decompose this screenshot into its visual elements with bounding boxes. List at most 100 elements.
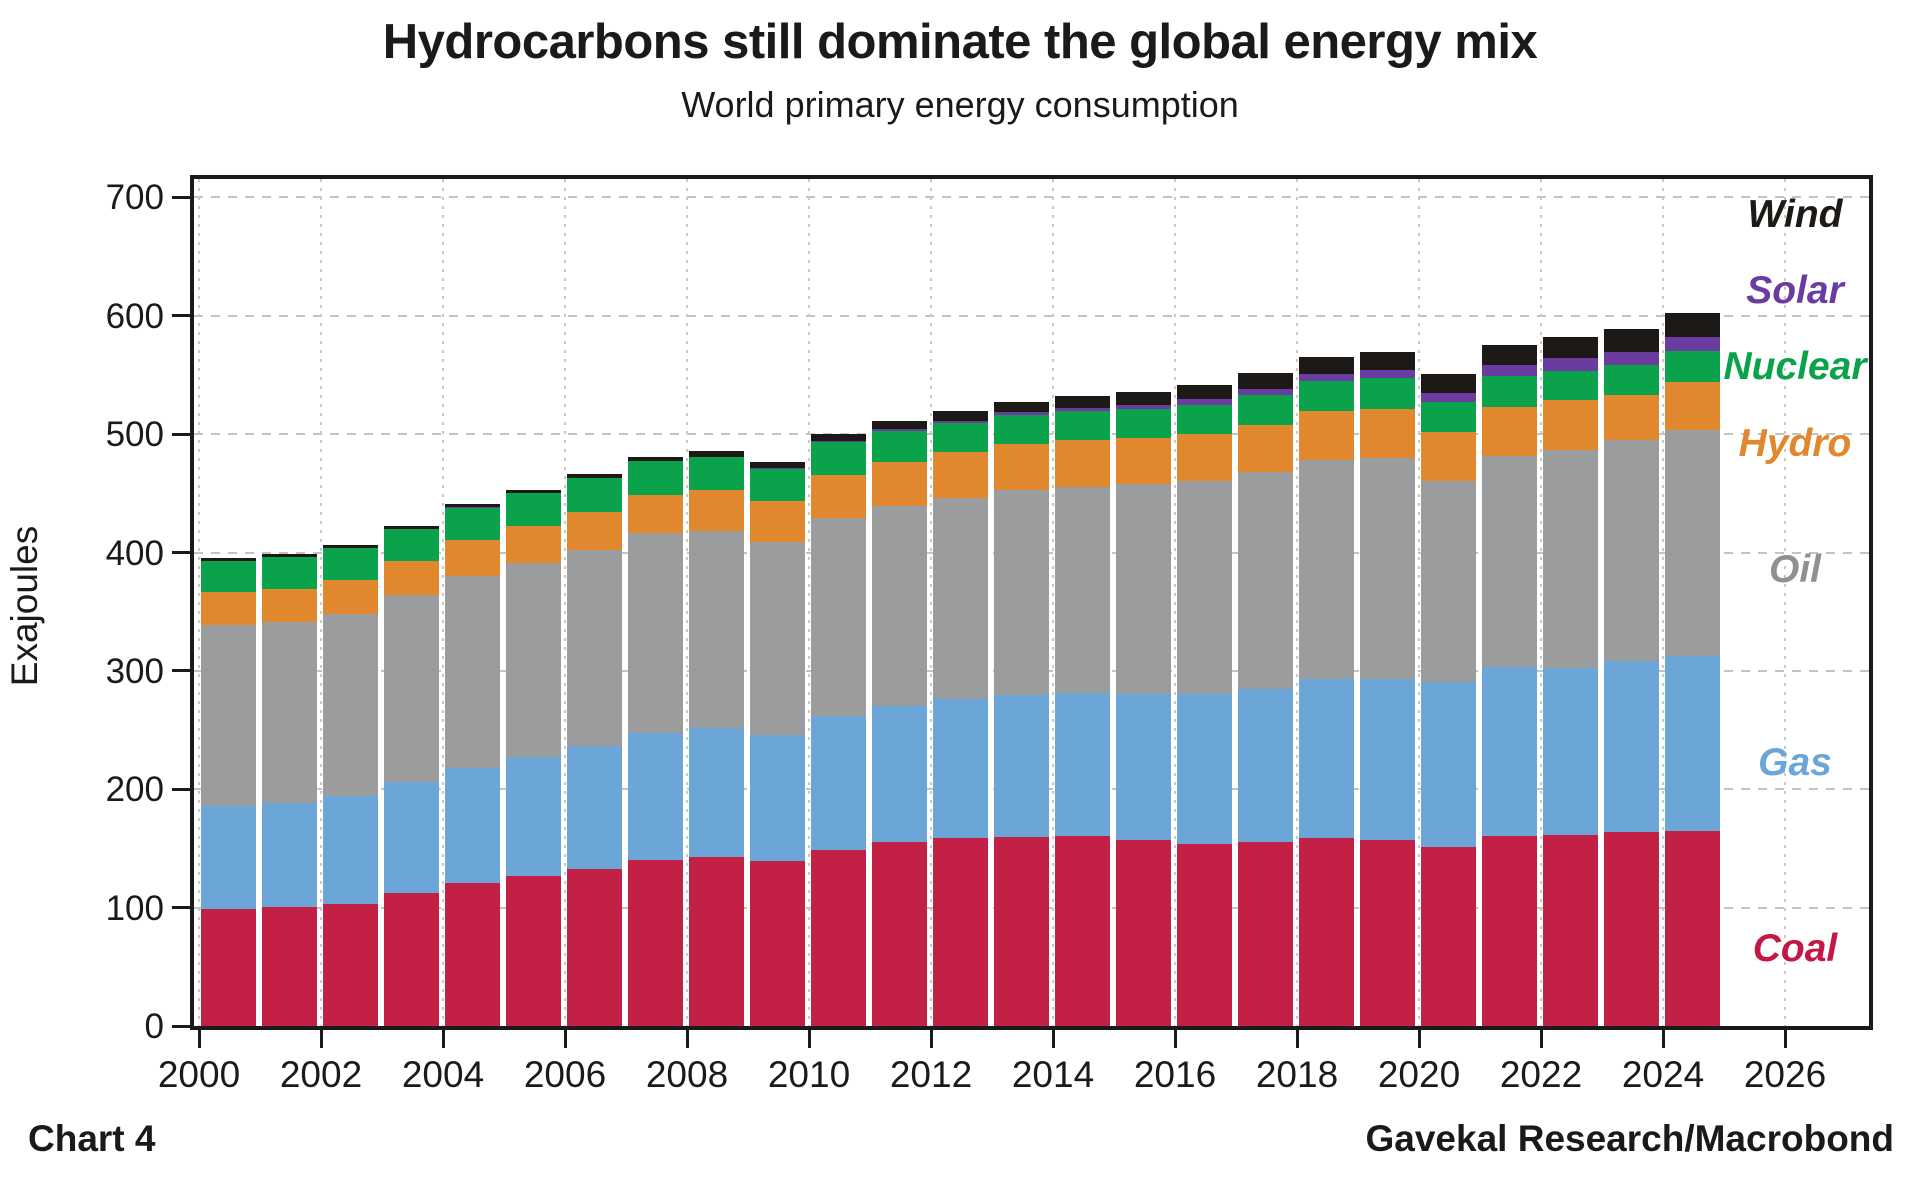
bar-2016-segment-gas	[1177, 693, 1232, 844]
x-tick-2012	[929, 1030, 933, 1048]
y-tick-500	[172, 432, 190, 436]
bar-2015-segment-coal	[1116, 840, 1171, 1026]
bar-2002-segment-oil	[323, 613, 378, 797]
legend-label-wind: Wind	[1747, 193, 1843, 236]
bar-2003-segment-gas	[384, 781, 439, 893]
bar-2024	[1665, 312, 1720, 1026]
bar-2007	[628, 456, 683, 1026]
bar-2019	[1360, 351, 1415, 1026]
bar-2011	[872, 420, 927, 1026]
bar-2011-segment-coal	[872, 841, 927, 1026]
bar-2011-segment-wind	[872, 420, 927, 430]
bar-2015-segment-gas	[1116, 694, 1171, 841]
bar-2006-segment-nuclear	[567, 477, 622, 512]
bar-2004-segment-oil	[445, 576, 500, 768]
gridline-x-2008	[686, 179, 688, 1026]
gridline-x-2020	[1418, 179, 1420, 1026]
bar-2021-segment-nuclear	[1482, 376, 1537, 407]
bar-2023-segment-wind	[1604, 329, 1659, 352]
x-tick-2000	[197, 1030, 201, 1048]
x-tick-label-2008: 2008	[645, 1054, 729, 1095]
bar-2017-segment-coal	[1238, 841, 1293, 1026]
gridline-x-2016	[1174, 179, 1176, 1026]
bar-2002-segment-nuclear	[323, 547, 378, 580]
bar-2023-segment-oil	[1604, 440, 1659, 662]
bar-2019-segment-coal	[1360, 839, 1415, 1026]
bar-2015	[1116, 391, 1171, 1026]
bar-2006-segment-oil	[567, 549, 622, 747]
y-axis-title: Exajoules	[4, 525, 45, 687]
bar-2015-segment-solar	[1116, 404, 1171, 410]
y-tick-100	[172, 906, 190, 910]
bar-2018-segment-gas	[1299, 679, 1354, 838]
bar-2003-segment-oil	[384, 595, 439, 782]
bar-2015-segment-hydro	[1116, 438, 1171, 484]
bar-2008-segment-coal	[689, 857, 744, 1026]
bar-2013-segment-hydro	[994, 444, 1049, 491]
bar-2016-segment-wind	[1177, 385, 1232, 400]
plot-inner	[194, 179, 1869, 1026]
x-tick-2016	[1173, 1030, 1177, 1048]
bar-2007-segment-hydro	[628, 494, 683, 534]
bar-2000-segment-nuclear	[201, 560, 256, 593]
x-tick-2022	[1539, 1030, 1543, 1048]
bar-2016-segment-oil	[1177, 480, 1232, 694]
bar-2011-segment-hydro	[872, 461, 927, 506]
bar-2017-segment-solar	[1238, 388, 1293, 396]
bar-2012	[933, 410, 988, 1026]
bar-2021	[1482, 344, 1537, 1026]
bar-2012-segment-solar	[933, 420, 988, 423]
bar-2003-segment-coal	[384, 892, 439, 1026]
bar-2009-segment-coal	[750, 860, 805, 1026]
bar-2012-segment-oil	[933, 497, 988, 700]
bar-2001	[262, 554, 317, 1026]
bar-2018-segment-wind	[1299, 357, 1354, 374]
bar-2018-segment-oil	[1299, 459, 1354, 680]
bar-2011-segment-solar	[872, 429, 927, 431]
bar-2002-segment-coal	[323, 903, 378, 1026]
y-tick-600	[172, 314, 190, 318]
gridline-x-2026	[1784, 179, 1786, 1026]
bar-2000-segment-wind	[201, 557, 256, 561]
bar-2023-segment-hydro	[1604, 394, 1659, 441]
bar-2021-segment-hydro	[1482, 406, 1537, 457]
gridline-x-2006	[564, 179, 566, 1026]
bar-2006-segment-coal	[567, 868, 622, 1026]
bar-2004-segment-wind	[445, 504, 500, 508]
bar-2024-segment-oil	[1665, 430, 1720, 657]
bar-2013-segment-coal	[994, 836, 1049, 1026]
bar-2023	[1604, 329, 1659, 1026]
bar-2024-segment-coal	[1665, 830, 1720, 1026]
bar-2006-segment-gas	[567, 746, 622, 869]
bar-2007-segment-coal	[628, 860, 683, 1026]
bar-2022	[1543, 336, 1598, 1026]
bar-2014-segment-hydro	[1055, 440, 1110, 487]
gridline-x-2018	[1296, 179, 1298, 1026]
bar-2009-segment-gas	[750, 735, 805, 861]
bar-2002-segment-hydro	[323, 579, 378, 614]
x-tick-label-2016: 2016	[1133, 1054, 1217, 1095]
bar-2003-segment-wind	[384, 526, 439, 530]
plot-area	[190, 175, 1873, 1030]
bar-2001-segment-hydro	[262, 588, 317, 622]
bar-2009	[750, 462, 805, 1026]
bar-2022-segment-solar	[1543, 358, 1598, 371]
x-tick-2002	[319, 1030, 323, 1048]
bar-2009-segment-solar	[750, 468, 805, 470]
bar-2019-segment-gas	[1360, 679, 1415, 840]
bar-2001-segment-coal	[262, 907, 317, 1026]
bar-2000	[201, 557, 256, 1026]
gridline-x-2012	[930, 179, 932, 1026]
bar-2005-segment-nuclear	[506, 492, 561, 526]
bar-2017-segment-wind	[1238, 373, 1293, 389]
bar-2021-segment-coal	[1482, 836, 1537, 1026]
bar-2014-segment-nuclear	[1055, 411, 1110, 441]
bar-2017-segment-nuclear	[1238, 395, 1293, 425]
bar-2022-segment-gas	[1543, 667, 1598, 835]
bar-2020-segment-oil	[1421, 480, 1476, 683]
bar-2021-segment-oil	[1482, 456, 1537, 667]
bar-2021-segment-gas	[1482, 666, 1537, 837]
x-tick-label-2004: 2004	[401, 1054, 485, 1095]
bar-2009-segment-oil	[750, 542, 805, 736]
